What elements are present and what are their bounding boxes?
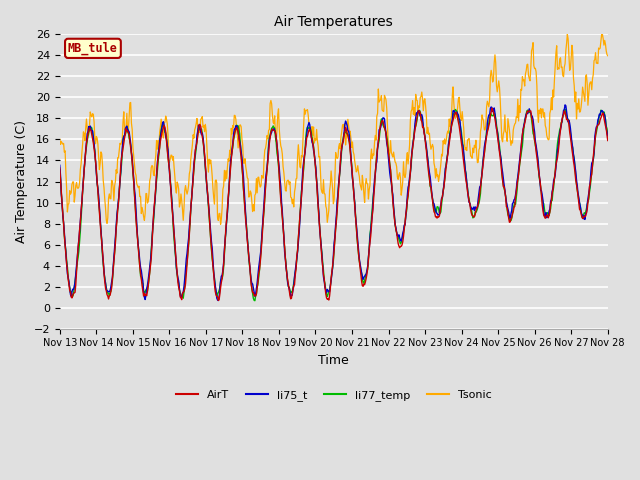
X-axis label: Time: Time [318,354,349,367]
Text: MB_tule: MB_tule [68,42,118,55]
Legend: AirT, li75_t, li77_temp, Tsonic: AirT, li75_t, li77_temp, Tsonic [172,386,496,406]
Title: Air Temperatures: Air Temperatures [275,15,393,29]
Y-axis label: Air Temperature (C): Air Temperature (C) [15,120,28,243]
